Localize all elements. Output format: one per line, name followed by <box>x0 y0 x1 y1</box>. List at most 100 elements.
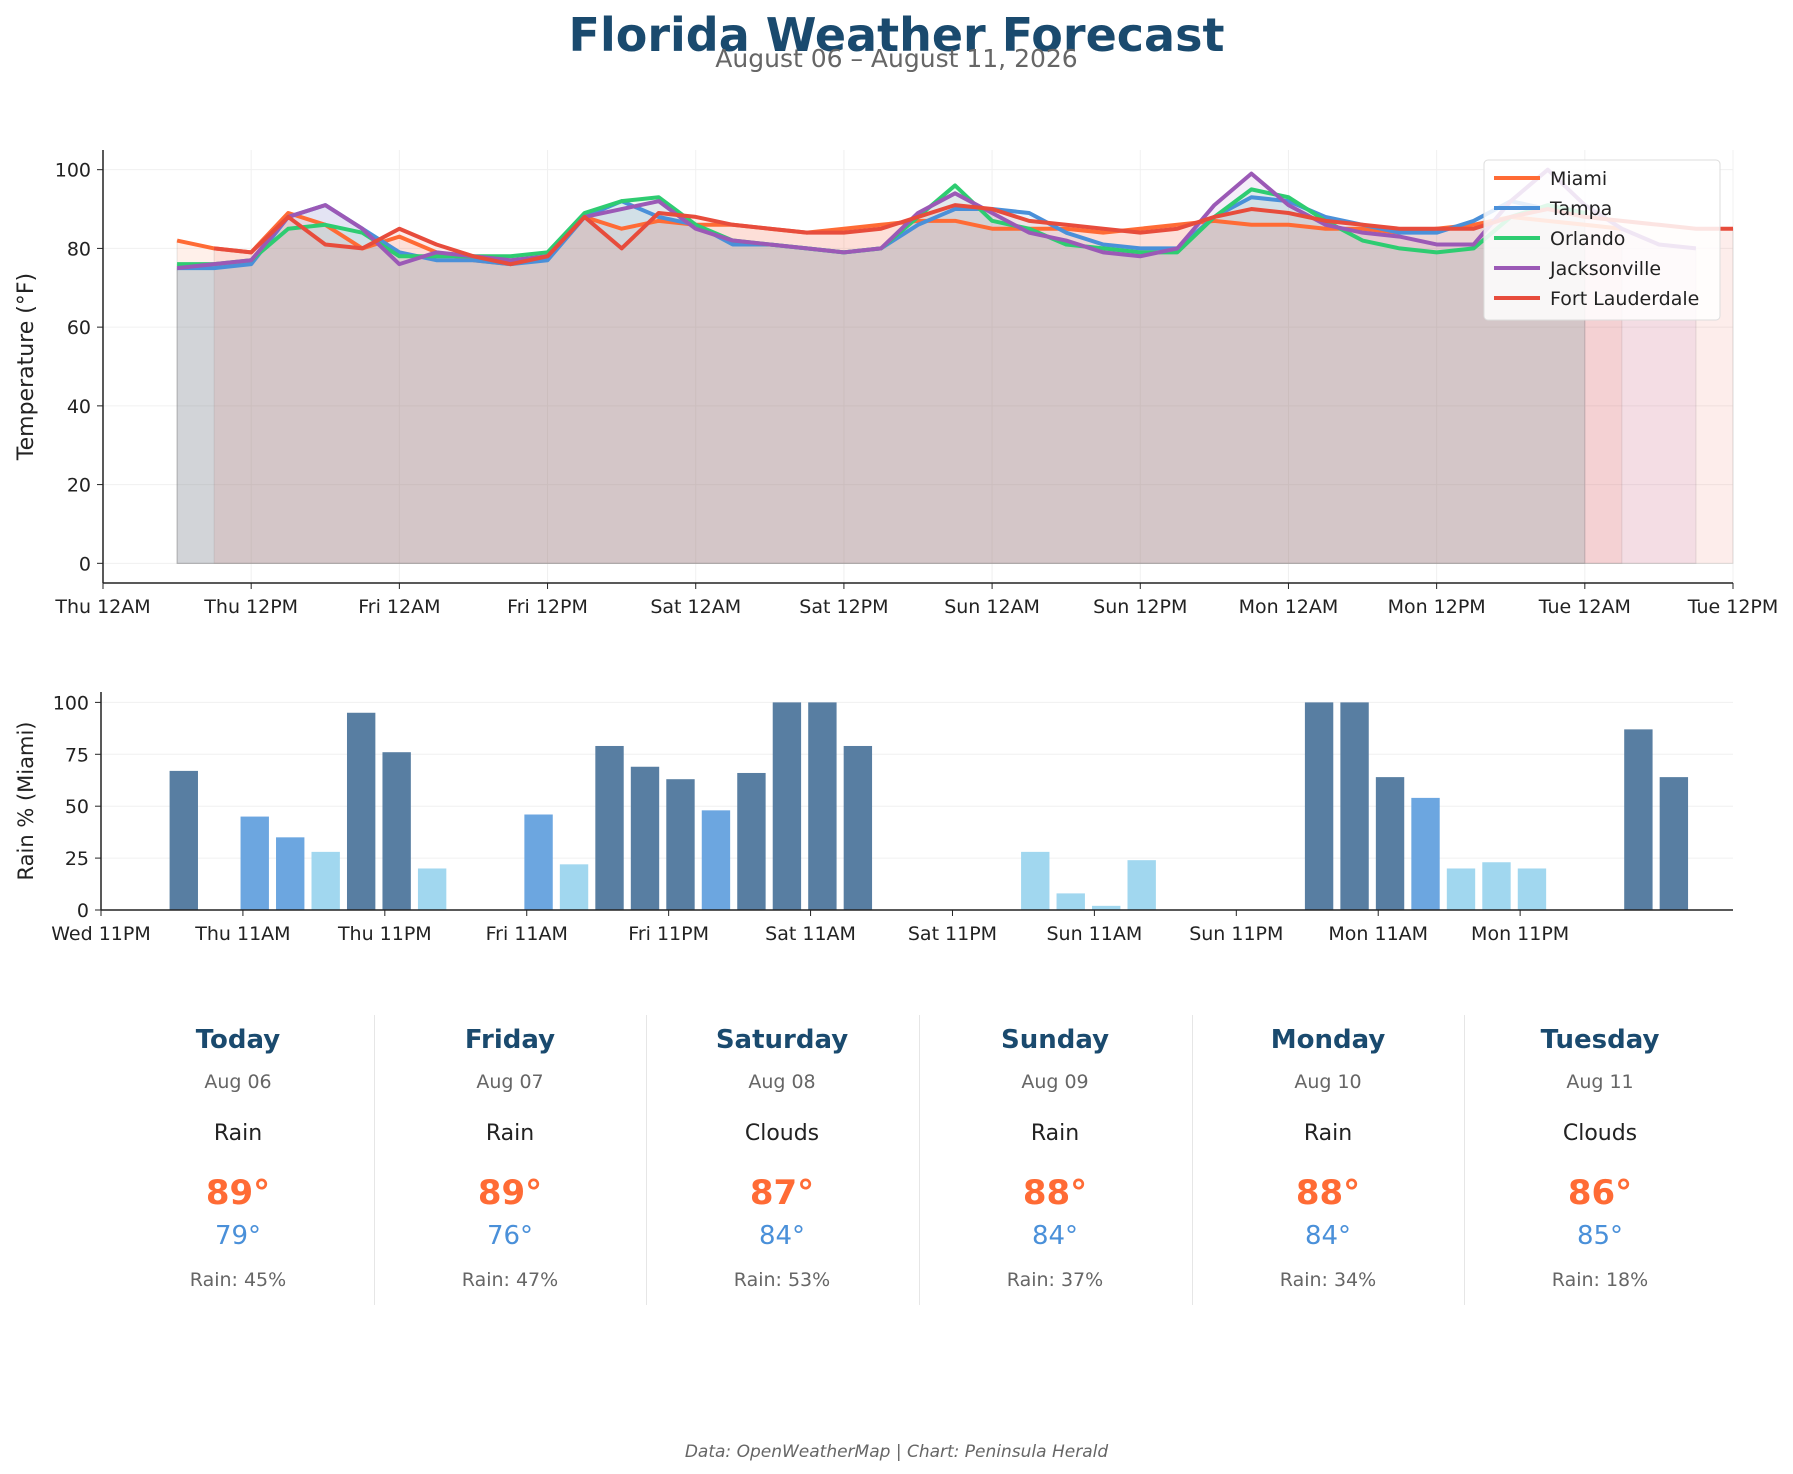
x-tick-label: Sun 12AM <box>944 596 1040 618</box>
legend: Miami Tampa Orlando Jacksonville Fort Lauder… <box>1483 159 1721 321</box>
day-card: Friday Aug 07 Rain 89° 76° Rain: 47% <box>375 1015 645 1305</box>
legend-label: Fort Lauderdale <box>1550 288 1699 310</box>
rain-bar <box>595 745 624 910</box>
day-date: Aug 08 <box>748 1071 816 1093</box>
day-rain: Rain: 45% <box>189 1269 287 1291</box>
day-card: Monday Aug 10 Rain 88° 84° Rain: 34% <box>1193 1015 1463 1305</box>
x-tick-label: Fri 12PM <box>507 596 588 618</box>
rain-bar <box>1411 797 1440 910</box>
x-tick-label: Fri 11PM <box>628 923 709 945</box>
rain-bar <box>701 810 731 910</box>
rain-bar <box>808 702 837 910</box>
page-subtitle: August 06 – August 11, 2026 <box>715 44 1078 73</box>
card-divider <box>918 1015 920 1305</box>
rain-bar <box>1021 851 1050 910</box>
y-tick-label: 60 <box>67 317 91 339</box>
day-low: 76° <box>486 1221 534 1251</box>
x-tick-label: Thu 12AM <box>54 596 150 618</box>
rain-bar <box>666 779 695 910</box>
day-low: 84° <box>1031 1221 1079 1251</box>
rain-bar <box>1517 868 1547 910</box>
rain-bar <box>169 770 198 910</box>
series-line <box>176 167 1697 271</box>
rain-bar <box>240 816 269 910</box>
y-tick-label: 20 <box>67 475 91 497</box>
x-tick-label: Sat 11AM <box>765 923 856 945</box>
rain-bar <box>382 752 411 910</box>
day-date: Aug 07 <box>476 1071 544 1093</box>
rain-bar <box>737 772 766 910</box>
legend-label: Tampa <box>1549 198 1612 220</box>
card-divider <box>1191 1015 1193 1305</box>
legend-label: Jacksonville <box>1549 258 1661 280</box>
day-name: Saturday <box>715 1025 849 1055</box>
day-card: Tuesday Aug 11 Clouds 86° 85° Rain: 18% <box>1465 1015 1735 1305</box>
day-cond: Clouds <box>744 1121 820 1146</box>
day-cond: Rain <box>485 1121 535 1146</box>
page-title: Florida Weather Forecast <box>568 8 1225 62</box>
x-tick-label: Fri 12AM <box>358 596 440 618</box>
rain-bar <box>1127 860 1156 910</box>
x-tick-label: Fri 11AM <box>486 923 568 945</box>
y-tick-label: 25 <box>65 848 89 870</box>
card-divider <box>646 1015 647 1305</box>
rain-bar <box>1092 905 1121 910</box>
x-tick-label: Tue 12AM <box>1538 596 1631 618</box>
day-date: Aug 10 <box>1294 1071 1362 1093</box>
day-name: Monday <box>1270 1025 1386 1055</box>
y-axis-label: Temperature (°F) <box>14 273 39 461</box>
x-tick-label: Tue 12PM <box>1687 596 1779 618</box>
rain-bar <box>630 766 660 910</box>
y-tick-label: 80 <box>67 238 91 260</box>
day-cond: Rain <box>213 1121 263 1146</box>
day-date: Aug 06 <box>204 1071 272 1093</box>
x-tick-label: Thu 11AM <box>194 923 290 945</box>
rain-bar <box>1482 862 1511 910</box>
rain-bar <box>1340 702 1369 910</box>
day-high: 89° <box>205 1173 271 1213</box>
y-tick-label: 50 <box>65 796 89 818</box>
x-tick-label: Sun 11AM <box>1047 923 1143 945</box>
rain-bar <box>1624 729 1653 910</box>
day-cond: Clouds <box>1562 1121 1638 1146</box>
x-tick-label: Sun 12PM <box>1093 596 1187 618</box>
rain-bar <box>843 745 873 910</box>
day-low: 84° <box>1304 1221 1352 1251</box>
day-date: Aug 09 <box>1021 1071 1089 1093</box>
y-tick-label: 100 <box>55 160 91 182</box>
rain-bar <box>559 864 589 910</box>
day-high: 88° <box>1022 1173 1088 1213</box>
day-name: Today <box>195 1025 281 1055</box>
day-high: 88° <box>1295 1173 1361 1213</box>
footer-credit: Data: OpenWeatherMap | Chart: Peninsula … <box>684 1442 1109 1462</box>
x-tick-label: Mon 11AM <box>1328 923 1428 945</box>
rain-chart: 0 25 50 75 100 Wed 11PM Thu 11AM Thu 11PM Fri 11… <box>14 692 1733 945</box>
rain-bar <box>1659 777 1689 910</box>
day-name: Tuesday <box>1540 1025 1660 1055</box>
day-card: Saturday Aug 08 Clouds 87° 84° Rain: 53% <box>647 1015 917 1305</box>
y-axis-label: Rain % (Miami) <box>14 722 38 881</box>
rain-bar <box>1375 777 1405 910</box>
card-divider <box>374 1015 375 1305</box>
day-rain: Rain: 37% <box>1006 1269 1104 1291</box>
rain-bar <box>346 712 376 910</box>
rain-bar <box>276 837 305 910</box>
day-high: 87° <box>749 1173 815 1213</box>
rain-bar <box>772 702 802 910</box>
day-rain: Rain: 18% <box>1551 1269 1649 1291</box>
x-tick-label: Sat 12PM <box>799 596 888 618</box>
day-rain: Rain: 34% <box>1279 1269 1377 1291</box>
day-cond: Rain <box>1030 1121 1080 1146</box>
day-low: 85° <box>1576 1221 1624 1251</box>
day-card: Sunday Aug 09 Rain 88° 84° Rain: 37% <box>920 1015 1190 1305</box>
legend-label: Miami <box>1550 168 1607 190</box>
day-cond: Rain <box>1303 1121 1353 1146</box>
card-divider <box>1464 1015 1465 1305</box>
rain-bar <box>1056 893 1085 910</box>
x-tick-label: Sat 11PM <box>908 923 997 945</box>
y-tick-label: 40 <box>67 396 91 418</box>
rain-bar <box>1446 868 1476 910</box>
series-line <box>213 203 1733 267</box>
day-high: 86° <box>1567 1173 1633 1213</box>
y-tick-label: 75 <box>65 744 89 766</box>
